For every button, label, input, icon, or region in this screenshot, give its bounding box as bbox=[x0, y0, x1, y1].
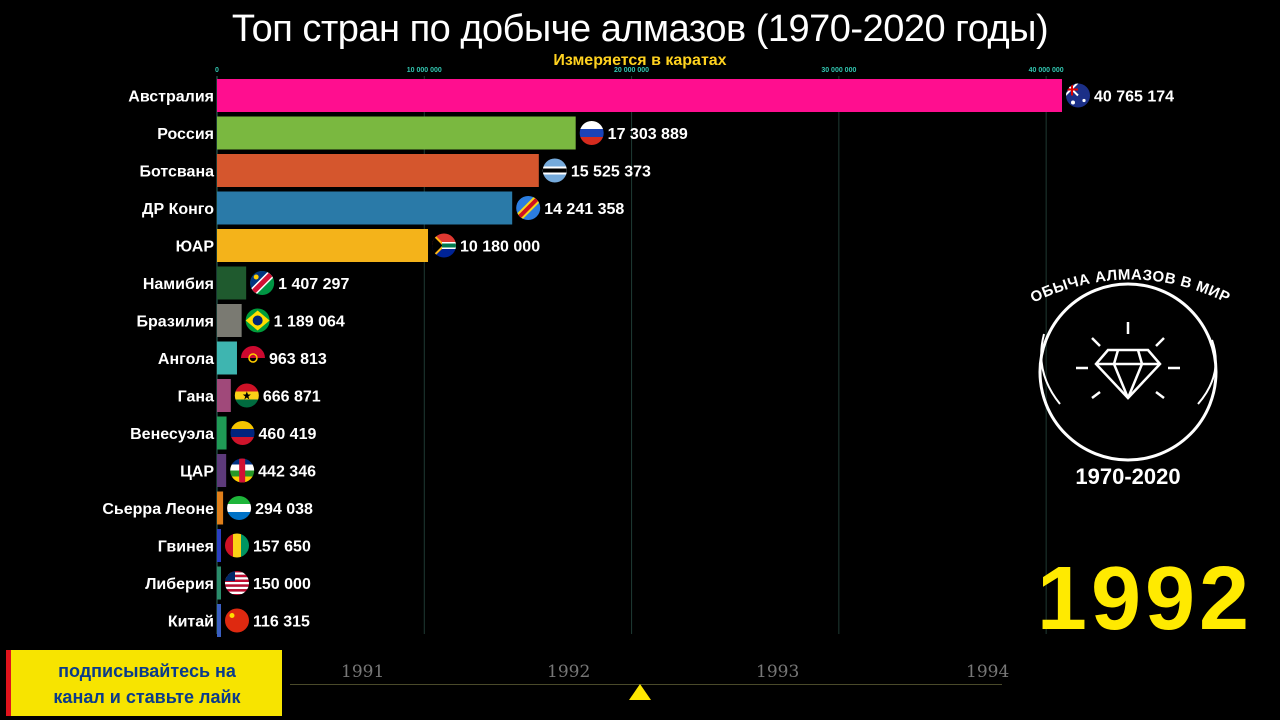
category-label: Либерия bbox=[145, 576, 214, 593]
value-label: 150 000 bbox=[253, 576, 311, 593]
sierra-leone-flag-icon bbox=[227, 496, 252, 520]
value-label: 116 315 bbox=[253, 614, 310, 631]
car-flag-icon bbox=[230, 458, 255, 483]
logo-badge: ДОБЫЧА АЛМАЗОВ В МИРЕ 1970-2020 bbox=[1020, 262, 1232, 489]
bar-chart: 0 10 000 000 20 000 000 30 000 000 40 000 00… bbox=[102, 67, 1174, 637]
bar bbox=[217, 566, 221, 600]
timeline-year[interactable]: 1992 bbox=[547, 662, 591, 682]
timeline-year[interactable]: 1991 bbox=[341, 662, 385, 682]
chart-title: Топ стран по добыче алмазов (1970-2020 г… bbox=[231, 8, 1049, 50]
value-label: 294 038 bbox=[255, 501, 313, 518]
chart-subtitle: Измеряется в каратах bbox=[553, 52, 727, 69]
category-label: Россия bbox=[157, 126, 214, 143]
timeline-marker[interactable] bbox=[629, 684, 651, 700]
value-label: 14 241 358 bbox=[544, 201, 624, 218]
value-label: 40 765 174 bbox=[1094, 89, 1174, 106]
bar bbox=[217, 416, 227, 450]
value-label: 460 419 bbox=[259, 426, 317, 443]
australia-flag-icon bbox=[1066, 83, 1090, 108]
x-tick-label: 30 000 000 bbox=[821, 67, 856, 74]
bar bbox=[217, 116, 576, 150]
bar bbox=[217, 154, 539, 187]
x-tick-label: 0 bbox=[215, 67, 219, 74]
subscribe-line-1: подписывайтесь на bbox=[58, 661, 236, 681]
bar bbox=[217, 304, 242, 337]
bar bbox=[217, 529, 221, 562]
value-label: 1 189 064 bbox=[274, 314, 345, 331]
angola-flag-icon bbox=[240, 346, 265, 370]
south-africa-flag-icon bbox=[432, 233, 457, 258]
category-label: Сьерра Леоне bbox=[102, 501, 214, 518]
diamond-icon bbox=[1076, 322, 1180, 400]
subscribe-line-2: канал и ставьте лайк bbox=[53, 687, 241, 707]
category-label: ДР Конго bbox=[142, 201, 214, 218]
category-label: Ангола bbox=[158, 351, 214, 368]
bar bbox=[217, 379, 231, 412]
venezuela-flag-icon bbox=[230, 421, 255, 445]
bar bbox=[217, 604, 221, 637]
category-label: Гвинея bbox=[158, 539, 214, 556]
namibia-flag-icon bbox=[250, 271, 275, 295]
china-flag-icon bbox=[225, 608, 249, 633]
timeline-year[interactable]: 1993 bbox=[756, 662, 800, 682]
category-label: Китай bbox=[168, 614, 214, 631]
category-label: Венесуэла bbox=[130, 426, 214, 443]
value-label: 17 303 889 bbox=[608, 126, 688, 143]
bar bbox=[217, 79, 1062, 112]
category-label: Ботсвана bbox=[140, 164, 215, 181]
russia-flag-icon bbox=[579, 121, 604, 145]
value-label: 157 650 bbox=[253, 539, 311, 556]
timeline-year[interactable]: 1994 bbox=[966, 662, 1010, 682]
value-label: 15 525 373 bbox=[571, 164, 651, 181]
subscribe-text: подписывайтесь на канал и ставьте лайк bbox=[17, 658, 277, 710]
bar bbox=[217, 266, 247, 300]
category-label: Бразилия bbox=[137, 314, 215, 331]
bar bbox=[217, 454, 227, 487]
value-label: 442 346 bbox=[258, 464, 316, 481]
botswana-flag-icon bbox=[542, 158, 567, 183]
bar bbox=[217, 229, 429, 262]
category-label: ЦАР bbox=[180, 464, 214, 481]
value-label: 963 813 bbox=[269, 351, 327, 368]
bar bbox=[217, 341, 237, 375]
value-label: 666 871 bbox=[263, 389, 321, 406]
bar bbox=[217, 191, 513, 225]
subscribe-banner[interactable]: подписывайтесь на канал и ставьте лайк bbox=[6, 650, 282, 716]
x-tick-label: 10 000 000 bbox=[407, 67, 442, 74]
liberia-flag-icon bbox=[225, 571, 249, 595]
category-label: Намибия bbox=[143, 276, 214, 293]
drc-flag-icon bbox=[516, 196, 541, 220]
category-label: ЮАР bbox=[176, 239, 215, 256]
brazil-flag-icon bbox=[245, 308, 270, 333]
value-label: 1 407 297 bbox=[278, 276, 349, 293]
category-label: Гана bbox=[178, 389, 214, 406]
x-tick-label: 20 000 000 bbox=[614, 67, 649, 74]
value-label: 10 180 000 bbox=[460, 239, 540, 256]
category-label: Австралия bbox=[128, 89, 214, 106]
x-tick-label: 40 000 000 bbox=[1029, 67, 1064, 74]
ghana-flag-icon bbox=[234, 383, 259, 408]
current-year: 1992 bbox=[1036, 549, 1254, 649]
bar bbox=[217, 491, 224, 525]
badge-bottom-text: 1970-2020 bbox=[1075, 464, 1180, 489]
guinea-flag-icon bbox=[225, 533, 249, 558]
